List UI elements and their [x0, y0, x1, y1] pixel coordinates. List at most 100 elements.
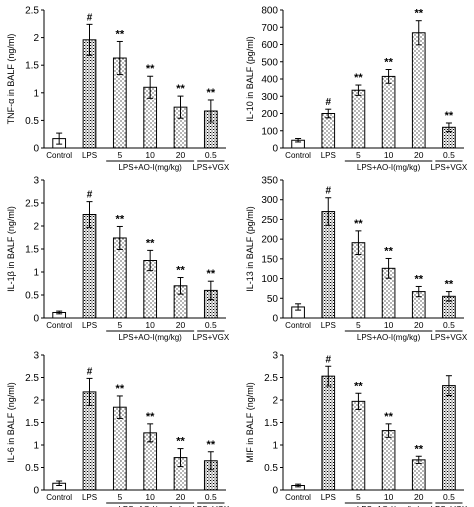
significance-label: ** — [207, 268, 216, 280]
category-label: LPS — [321, 493, 336, 502]
significance-label: ** — [116, 383, 125, 395]
significance-label: ** — [116, 28, 125, 40]
bar — [321, 375, 336, 491]
y-tick-label: 200 — [261, 235, 278, 246]
group-label: LPS+VGX — [431, 163, 468, 172]
category-label: 0.5 — [443, 492, 455, 502]
y-tick-label: 0 — [33, 144, 39, 155]
category-label: Control — [285, 151, 311, 160]
y-tick-label: 1 — [33, 441, 39, 452]
y-tick-label: 2.5 — [25, 199, 39, 210]
category-label: 10 — [145, 150, 155, 160]
y-tick-label: 250 — [261, 215, 278, 226]
y-tick-label: 1.5 — [264, 418, 278, 429]
y-tick-label: 2 — [33, 222, 39, 233]
y-tick-label: 350 — [261, 176, 278, 187]
y-tick-label: 50 — [267, 294, 279, 305]
group-label: LPS+AO-I(mg/kg) — [357, 505, 421, 507]
y-axis-label: IL-6 in BALF (ng/ml) — [6, 382, 16, 463]
y-tick-label: 0.5 — [25, 116, 39, 127]
chart-panel-6: 0 0.5 1 1.5 2 2.5 3 MIF in BALF (ng/ml) Control #… — [245, 351, 468, 507]
significance-label: ** — [207, 439, 216, 451]
significance-label: ** — [445, 279, 454, 291]
category-label: 10 — [145, 320, 155, 330]
chart-panel-3: 0 0.5 1 1.5 2 2.5 3 IL-1β in BALF (ng/ml) Contro… — [6, 176, 230, 343]
bar — [82, 214, 97, 319]
significance-label: ** — [176, 265, 185, 277]
category-label: 20 — [414, 150, 424, 160]
y-tick-label: 3 — [272, 351, 278, 362]
group-label: LPS+VGX — [192, 505, 229, 507]
group-label: LPS+AO-I(mg/kg) — [118, 333, 182, 342]
significance-label: # — [87, 12, 93, 23]
significance-label: ** — [384, 57, 393, 69]
significance-label: ** — [384, 245, 393, 257]
y-tick-label: 3 — [33, 176, 39, 187]
y-tick-label: 3 — [33, 351, 39, 362]
significance-label: ** — [146, 411, 155, 423]
bar — [351, 89, 366, 149]
category-label: 5 — [117, 150, 122, 160]
bar — [411, 459, 426, 491]
category-label: 0.5 — [205, 320, 217, 330]
y-tick-label: 1 — [33, 268, 39, 279]
y-tick-label: 500 — [261, 57, 278, 68]
y-tick-label: 100 — [261, 274, 278, 285]
y-tick-label: 300 — [261, 92, 278, 103]
y-tick-label: 1.5 — [25, 418, 39, 429]
y-tick-label: 800 — [261, 6, 278, 17]
significance-label: ** — [414, 443, 423, 455]
y-tick-label: 700 — [261, 23, 278, 34]
bar — [112, 406, 127, 491]
chart-panel-4: 0 50 100 150 200 250 300 350 IL-13 in BALF (pg/m… — [245, 176, 468, 343]
y-axis-label: TNF-α in BALF (ng/ml) — [6, 34, 16, 125]
category-label: 5 — [117, 320, 122, 330]
significance-label: ** — [414, 8, 423, 20]
category-label: 0.5 — [443, 320, 455, 330]
category-label: 10 — [384, 320, 394, 330]
category-label: 20 — [414, 492, 424, 502]
category-label: 20 — [176, 320, 186, 330]
significance-label: ** — [354, 380, 363, 392]
significance-label: ** — [445, 110, 454, 122]
y-tick-label: 0 — [272, 486, 278, 497]
group-label: LPS+AO-I(mg/kg) — [118, 505, 182, 507]
bar — [321, 113, 336, 149]
y-tick-label: 150 — [261, 254, 278, 265]
y-tick-label: 0 — [272, 144, 278, 155]
significance-label: ** — [146, 237, 155, 249]
significance-label: ** — [146, 63, 155, 75]
significance-label: ** — [354, 72, 363, 84]
y-tick-label: 2.5 — [264, 373, 278, 384]
significance-label: # — [87, 190, 93, 201]
category-label: 0.5 — [205, 492, 217, 502]
bar — [411, 32, 426, 149]
bar — [351, 400, 366, 491]
category-label: 10 — [384, 492, 394, 502]
category-label: 5 — [117, 492, 122, 502]
category-label: 0.5 — [443, 150, 455, 160]
chart-panel-5: 0 0.5 1 1.5 2 2.5 3 IL-6 in BALF (ng/ml) Control… — [6, 351, 230, 507]
category-label: 10 — [384, 150, 394, 160]
y-tick-label: 0 — [33, 486, 39, 497]
significance-label: ** — [176, 436, 185, 448]
significance-label: ** — [414, 273, 423, 285]
group-label: LPS+AO-I(mg/kg) — [357, 333, 421, 342]
category-label: LPS — [321, 321, 336, 330]
significance-label: # — [87, 366, 93, 377]
y-tick-label: 0 — [33, 314, 39, 325]
category-label: Control — [46, 151, 72, 160]
group-label: LPS+AO-I(mg/kg) — [357, 163, 421, 172]
significance-label: ** — [384, 411, 393, 423]
chart-panel-2: 0 100 200 300 400 500 600 700 800 IL-10 in BALF (… — [245, 6, 468, 173]
bar — [82, 391, 97, 491]
category-label: 20 — [414, 320, 424, 330]
bar — [381, 430, 396, 491]
significance-label: ** — [354, 218, 363, 230]
category-label: Control — [46, 321, 72, 330]
group-label: LPS+VGX — [192, 163, 229, 172]
significance-label: # — [325, 97, 331, 108]
y-tick-label: 400 — [261, 75, 278, 86]
significance-label: ** — [176, 83, 185, 95]
y-tick-label: 0 — [272, 314, 278, 325]
